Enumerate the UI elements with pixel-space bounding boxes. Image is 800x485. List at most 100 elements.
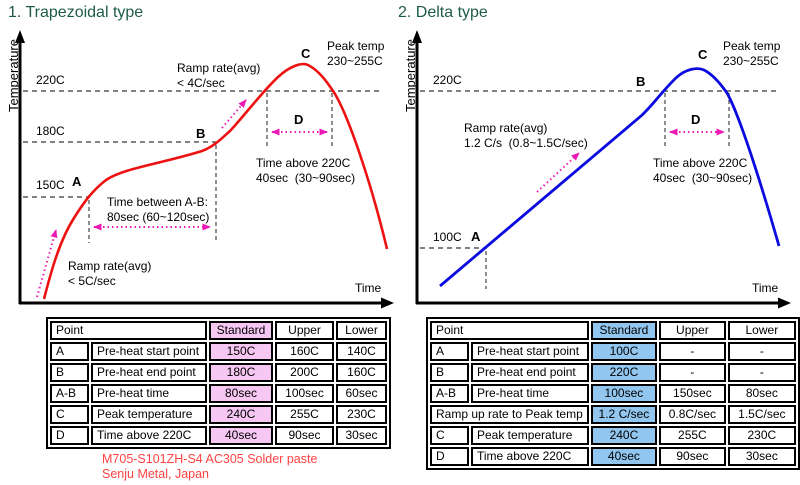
table-row: A-B Pre-heat time 100sec 150sec 80sec — [430, 384, 796, 403]
y-axis-arrow-icon — [15, 30, 25, 43]
y-axis-label: Temperature — [6, 39, 21, 112]
cell-point: A-B — [50, 384, 89, 403]
ramp-line1: Ramp rate(avg) — [464, 121, 547, 135]
peak-temp-line1: Peak temp — [723, 39, 781, 53]
cell-lower: 30sec — [727, 447, 796, 466]
cell-name: Peak temperature — [471, 426, 589, 445]
header-point: Point — [430, 321, 589, 340]
table-row-merged: Ramp up rate to Peak temp 1.2 C/sec 0.8C… — [430, 405, 796, 424]
x-axis-label: Time — [752, 281, 779, 295]
trapezoidal-curve — [42, 62, 389, 300]
point-d-label: D — [294, 112, 303, 127]
cell-lower: 60sec — [336, 384, 387, 403]
point-b-label: B — [636, 74, 645, 89]
cell-lower: 80sec — [727, 384, 796, 403]
cell-name: Time above 220C — [471, 447, 589, 466]
cell-name: Pre-heat time — [471, 384, 589, 403]
trapezoidal-chart: Temperature Time 220C 180C 150C A B C D … — [6, 30, 394, 309]
cell-standard: 240C — [590, 426, 658, 445]
table-row: B Pre-heat end point 220C - - — [430, 363, 796, 382]
header-upper: Upper — [275, 321, 334, 340]
cell-point: B — [50, 363, 89, 382]
cell-point: D — [430, 447, 469, 466]
cell-upper: 160C — [275, 342, 334, 361]
table-row: C Peak temperature 240C 255C 230C — [430, 426, 796, 445]
ramp-low-line1: Ramp rate(avg) — [68, 259, 151, 273]
time-between-line2: 80sec (60~120sec) — [107, 210, 209, 224]
delta-curve — [439, 67, 781, 288]
header-standard: Standard — [590, 321, 658, 340]
cell-standard: 220C — [590, 363, 658, 382]
cell-lower: 230C — [336, 405, 387, 424]
cell-point: A — [430, 342, 469, 361]
cell-upper: - — [659, 363, 726, 382]
time-above-line1: Time above 220C — [653, 156, 748, 170]
cell-point: C — [430, 426, 469, 445]
time-above-line2: 40sec (30~90sec) — [256, 171, 355, 185]
cell-standard: 100C — [590, 342, 658, 361]
cell-upper: 90sec — [659, 447, 726, 466]
header-lower: Lower — [336, 321, 387, 340]
cell-upper: 255C — [659, 426, 726, 445]
cell-upper: 0.8C/sec — [659, 405, 726, 424]
point-c-label: C — [301, 46, 311, 61]
cell-lower: 30sec — [336, 426, 387, 445]
time-above-line2: 40sec (30~90sec) — [653, 171, 752, 185]
time-between-line1: Time between A-B: — [107, 195, 208, 209]
table-header-row: Point Standard Upper Lower — [430, 321, 796, 340]
cell-upper: 90sec — [275, 426, 334, 445]
tick-180c: 180C — [36, 124, 65, 138]
x-axis-arrow-icon — [381, 297, 394, 309]
cell-upper: 255C — [275, 405, 334, 424]
table-row: C Peak temperature 240C 255C 230C — [50, 405, 387, 424]
cell-standard: 1.2 C/sec — [590, 405, 658, 424]
header-lower: Lower — [727, 321, 796, 340]
point-c-label: C — [698, 47, 708, 62]
cell-point: A-B — [430, 384, 469, 403]
cell-name: Pre-heat end point — [91, 363, 207, 382]
delta-table: Point Standard Upper Lower A Pre-heat st… — [426, 317, 800, 470]
cell-upper: - — [659, 342, 726, 361]
tick-150c: 150C — [36, 178, 65, 192]
tick-100c: 100C — [433, 230, 462, 244]
table-row: B Pre-heat end point 180C 200C 160C — [50, 363, 387, 382]
peak-temp-line2: 230~255C — [327, 54, 383, 68]
point-d-label: D — [691, 112, 700, 127]
cell-upper: 150sec — [659, 384, 726, 403]
table-row: D Time above 220C 40sec 90sec 30sec — [50, 426, 387, 445]
cell-name: Peak temperature — [91, 405, 207, 424]
y-axis-arrow-icon — [412, 30, 422, 43]
cell-upper: 100sec — [275, 384, 334, 403]
cell-lower: 230C — [727, 426, 796, 445]
cell-lower: - — [727, 363, 796, 382]
cell-lower: - — [727, 342, 796, 361]
peak-temp-line2: 230~255C — [723, 54, 779, 68]
cell-ramp-up-rate: Ramp up rate to Peak temp — [430, 405, 589, 424]
table-row: A Pre-heat start point 150C 160C 140C — [50, 342, 387, 361]
section-title-delta: 2. Delta type — [398, 4, 488, 21]
ramp-line2: 1.2 C/s (0.8~1.5C/sec) — [464, 136, 588, 150]
point-b-label: B — [196, 126, 205, 141]
table-row: A Pre-heat start point 100C - - — [430, 342, 796, 361]
delta-chart: Temperature Time 220C 100C A B C D Peak … — [403, 30, 791, 309]
header-upper: Upper — [659, 321, 726, 340]
table-row: D Time above 220C 40sec 90sec 30sec — [430, 447, 796, 466]
time-above-line1: Time above 220C — [256, 156, 351, 170]
section-title-trapezoidal: 1. Trapezoidal type — [8, 4, 144, 21]
cell-upper: 200C — [275, 363, 334, 382]
caption-line1: M705-S101ZH-S4 AC305 Solder paste — [102, 452, 318, 466]
cell-point: A — [50, 342, 89, 361]
point-a-label: A — [471, 229, 481, 244]
cell-name: Pre-heat end point — [471, 363, 589, 382]
ramp-arrow-icon — [536, 152, 580, 193]
cell-name: Pre-heat start point — [471, 342, 589, 361]
solder-paste-caption: M705-S101ZH-S4 AC305 Solder paste Senju … — [102, 452, 317, 482]
cell-standard: 40sec — [590, 447, 658, 466]
header-standard: Standard — [209, 321, 273, 340]
cell-point: C — [50, 405, 89, 424]
header-point: Point — [50, 321, 207, 340]
table-row: A-B Pre-heat time 80sec 100sec 60sec — [50, 384, 387, 403]
ramp-low-line2: < 5C/sec — [68, 274, 116, 288]
cell-lower: 140C — [336, 342, 387, 361]
trapezoidal-table: Point Standard Upper Lower A Pre-heat st… — [46, 317, 391, 449]
